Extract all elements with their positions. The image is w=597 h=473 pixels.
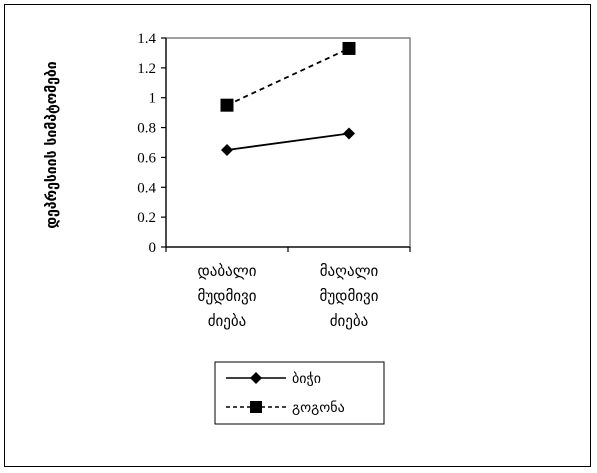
legend-marker-diamond (250, 372, 262, 384)
legend-label-boy: ბიჭი (292, 371, 321, 387)
data-point-diamond (221, 143, 233, 156)
y-tick-label: 1.4 (137, 31, 156, 47)
legend-item-girl: გოგონა (226, 400, 345, 416)
x-category-label: დაბალი მუდმივი ძიება (198, 262, 257, 330)
y-tick-label: 1 (149, 91, 157, 107)
series-line-boy (226, 132, 350, 151)
y-tick-label: 0.4 (137, 180, 156, 196)
legend-marker-square (250, 401, 262, 413)
legend-box (214, 361, 385, 425)
data-point-square (342, 41, 356, 55)
series-line-girl (226, 47, 350, 106)
legend-label-girl: გოგონა (292, 400, 345, 416)
data-point-square (220, 98, 234, 112)
y-tick-label: 1.2 (137, 61, 156, 77)
data-point-diamond (343, 127, 355, 140)
x-category-label: მაღალი მუდმივი ძიება (320, 262, 379, 330)
legend-item-boy: ბიჭი (226, 371, 321, 387)
y-tick-label: 0.6 (137, 150, 156, 166)
y-tick-label: 0.8 (137, 121, 156, 137)
y-tick-label: 0.2 (137, 210, 156, 226)
y-tick-label: 0 (149, 240, 157, 256)
y-axis-title: დეპრესიის სიმპტომები (44, 61, 60, 228)
